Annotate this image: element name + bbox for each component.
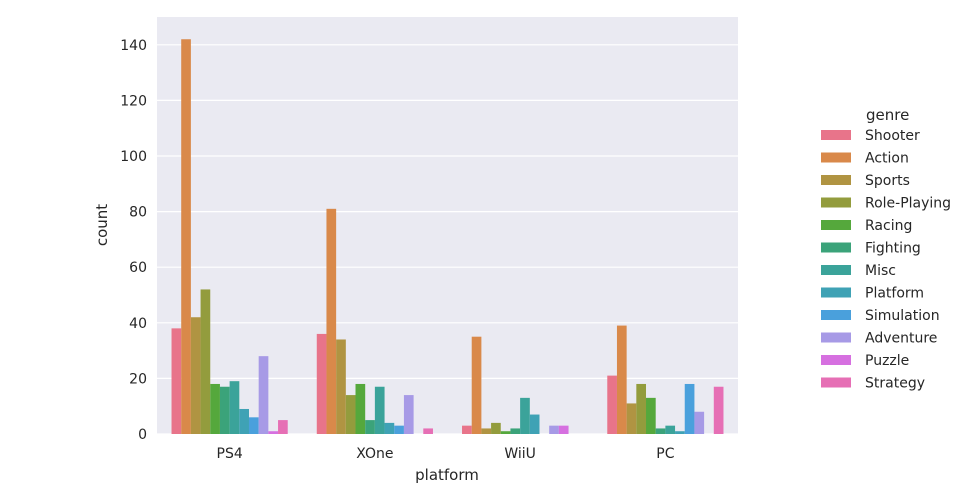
- legend: genre Shooter Action Sports Role-Playing Rac…: [821, 106, 951, 392]
- legend-label: Racing: [865, 218, 912, 234]
- plot-background: [157, 17, 738, 434]
- x-tick-label: WiiU: [504, 446, 536, 462]
- bar: [549, 425, 559, 434]
- bar: [636, 383, 647, 434]
- bar: [219, 386, 230, 434]
- bar: [481, 428, 492, 434]
- legend-label: Fighting: [865, 241, 921, 257]
- legend-swatch: [821, 310, 851, 320]
- legend-swatch: [821, 355, 851, 365]
- y-tick-label: 100: [120, 149, 147, 165]
- legend-label: Action: [865, 151, 909, 167]
- y-tick-label: 20: [129, 371, 147, 387]
- gridlines: [157, 44, 738, 435]
- bar: [423, 428, 433, 434]
- y-tick-label: 0: [138, 427, 147, 443]
- bar: [355, 383, 366, 434]
- bar: [374, 386, 385, 434]
- bar: [200, 289, 211, 434]
- x-tick-label: XOne: [356, 446, 393, 462]
- y-tick-label: 80: [129, 205, 147, 221]
- bar: [462, 425, 472, 434]
- y-tick-label: 40: [129, 316, 147, 332]
- bar: [713, 386, 724, 434]
- legend-label: Adventure: [865, 331, 937, 347]
- x-axis-label: platform: [415, 466, 479, 484]
- bar: [529, 414, 540, 434]
- x-tick-label: PC: [656, 446, 674, 462]
- bar: [684, 383, 695, 434]
- bar: [171, 328, 182, 434]
- bar: [316, 333, 327, 434]
- legend-swatch: [821, 152, 851, 163]
- y-tick-label: 60: [129, 260, 147, 276]
- legend-label: Shooter: [865, 128, 920, 144]
- bar: [510, 428, 521, 434]
- bar: [181, 39, 191, 435]
- bar: [210, 383, 220, 434]
- bar: [616, 325, 627, 434]
- legend-swatch: [821, 242, 851, 253]
- legend-label: Strategy: [865, 376, 925, 392]
- legend-label: Sports: [865, 173, 910, 189]
- legend-swatch: [821, 220, 851, 230]
- legend-swatch: [821, 175, 851, 185]
- legend-label: Puzzle: [865, 353, 909, 369]
- bars: [171, 39, 724, 435]
- bar: [520, 397, 530, 434]
- legend-label: Misc: [865, 263, 896, 279]
- y-axis-label: count: [93, 204, 111, 246]
- bar: [626, 403, 637, 434]
- legend-label: Role-Playing: [865, 196, 951, 212]
- bar: [558, 425, 569, 434]
- bar: [190, 317, 201, 434]
- bar: [345, 395, 356, 434]
- bar: [258, 356, 269, 434]
- bar: [500, 431, 511, 434]
- legend-swatch: [821, 197, 851, 208]
- bar: [365, 420, 375, 434]
- bar: [665, 425, 676, 434]
- bar: [326, 208, 337, 434]
- bar: [248, 417, 259, 434]
- y-tick-label: 140: [120, 38, 147, 54]
- legend-swatch: [821, 265, 851, 275]
- bar: [675, 431, 685, 434]
- bar: [471, 336, 482, 434]
- bar: [694, 411, 705, 434]
- bar: [229, 381, 240, 434]
- bar: [655, 428, 666, 434]
- y-tick-label: 120: [120, 93, 147, 109]
- bar: [394, 425, 404, 434]
- legend-swatch: [821, 377, 851, 388]
- bar: [646, 397, 656, 434]
- bar: [403, 395, 414, 434]
- legend-swatch: [821, 130, 851, 140]
- legend-items: Shooter Action Sports Role-Playing Racing Fig…: [821, 128, 951, 392]
- bar: [384, 422, 395, 434]
- x-tick-labels: PS4 XOne WiiU PC: [217, 446, 675, 462]
- y-tick-labels: 0 20 40 60 80 100 120 140: [120, 38, 147, 443]
- bar: [491, 422, 501, 434]
- bar: [268, 431, 279, 434]
- bar: [239, 408, 249, 434]
- bar: [336, 339, 346, 434]
- legend-label: Simulation: [865, 308, 940, 324]
- legend-swatch: [821, 287, 851, 298]
- legend-title: genre: [866, 106, 909, 124]
- bar: [607, 375, 617, 434]
- legend-swatch: [821, 332, 851, 343]
- bar: [278, 420, 288, 434]
- legend-label: Platform: [865, 286, 924, 302]
- x-tick-label: PS4: [217, 446, 243, 462]
